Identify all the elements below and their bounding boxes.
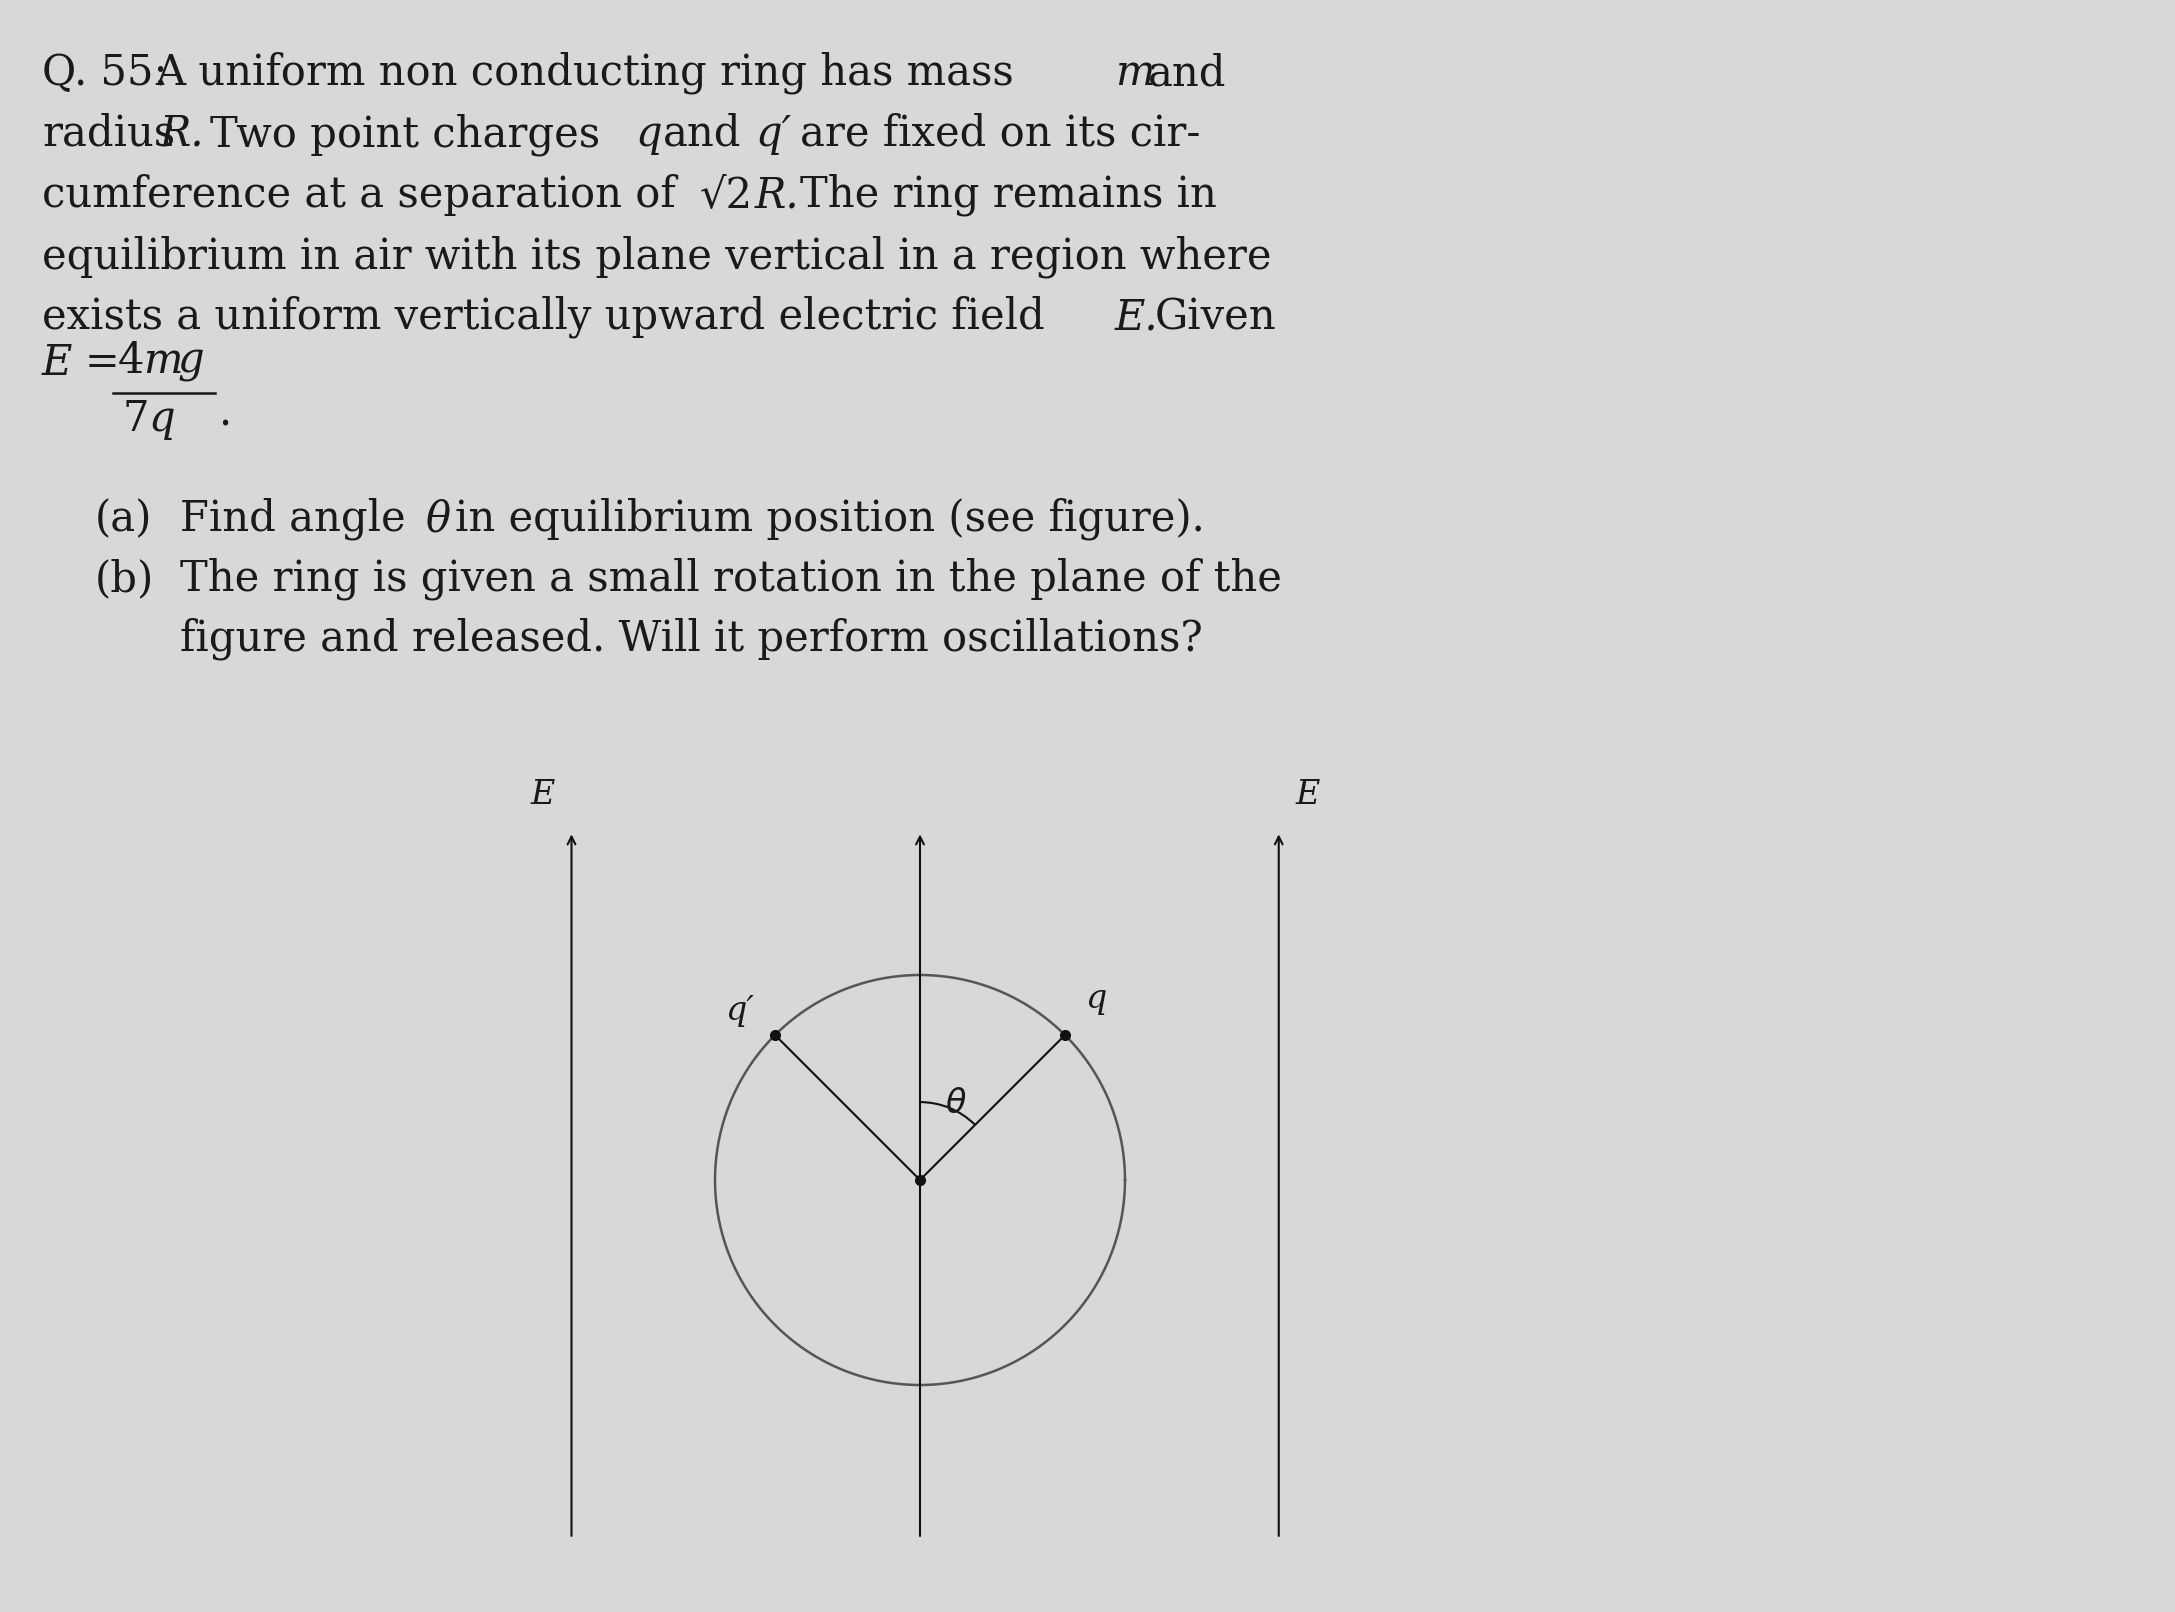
Text: m: m (1116, 52, 1155, 93)
Text: R.: R. (161, 113, 204, 155)
Text: √2: √2 (700, 174, 753, 216)
Text: and: and (663, 113, 742, 155)
Text: Q. 55:: Q. 55: (41, 52, 167, 93)
Text: cumference at a separation of: cumference at a separation of (41, 174, 676, 216)
Text: E: E (531, 779, 555, 811)
Text: in equilibrium position (see figure).: in equilibrium position (see figure). (455, 498, 1205, 540)
Text: Find angle: Find angle (181, 498, 405, 540)
Text: and: and (1148, 52, 1227, 93)
Text: g: g (178, 340, 204, 382)
Text: figure and released. Will it perform oscillations?: figure and released. Will it perform osc… (181, 617, 1203, 661)
Text: m: m (144, 340, 183, 382)
Text: q′: q′ (726, 995, 755, 1027)
Text: θ: θ (424, 498, 450, 540)
Text: The ring remains in: The ring remains in (800, 174, 1216, 216)
Text: q: q (148, 398, 174, 440)
Text: E: E (1294, 779, 1320, 811)
Text: q: q (1085, 983, 1107, 1014)
Text: Given: Given (1155, 297, 1277, 339)
Text: .: . (218, 392, 231, 434)
Text: The ring is given a small rotation in the plane of the: The ring is given a small rotation in th… (181, 558, 1281, 601)
Text: 7: 7 (122, 398, 148, 440)
Text: radius: radius (41, 113, 176, 155)
Text: R.: R. (755, 174, 800, 216)
Text: q′: q′ (755, 113, 792, 155)
Text: 4: 4 (117, 340, 144, 382)
Text: E: E (41, 342, 72, 384)
Text: q: q (635, 113, 661, 155)
Text: equilibrium in air with its plane vertical in a region where: equilibrium in air with its plane vertic… (41, 235, 1272, 277)
Text: Two point charges: Two point charges (211, 113, 600, 155)
Text: (a): (a) (96, 498, 152, 540)
Text: A uniform non conducting ring has mass: A uniform non conducting ring has mass (154, 52, 1014, 95)
Text: =: = (85, 342, 120, 384)
Text: $\theta$: $\theta$ (946, 1086, 968, 1120)
Text: exists a uniform vertically upward electric field: exists a uniform vertically upward elect… (41, 297, 1044, 339)
Text: (b): (b) (96, 558, 154, 600)
Text: E.: E. (1116, 297, 1159, 339)
Text: are fixed on its cir-: are fixed on its cir- (800, 113, 1201, 155)
